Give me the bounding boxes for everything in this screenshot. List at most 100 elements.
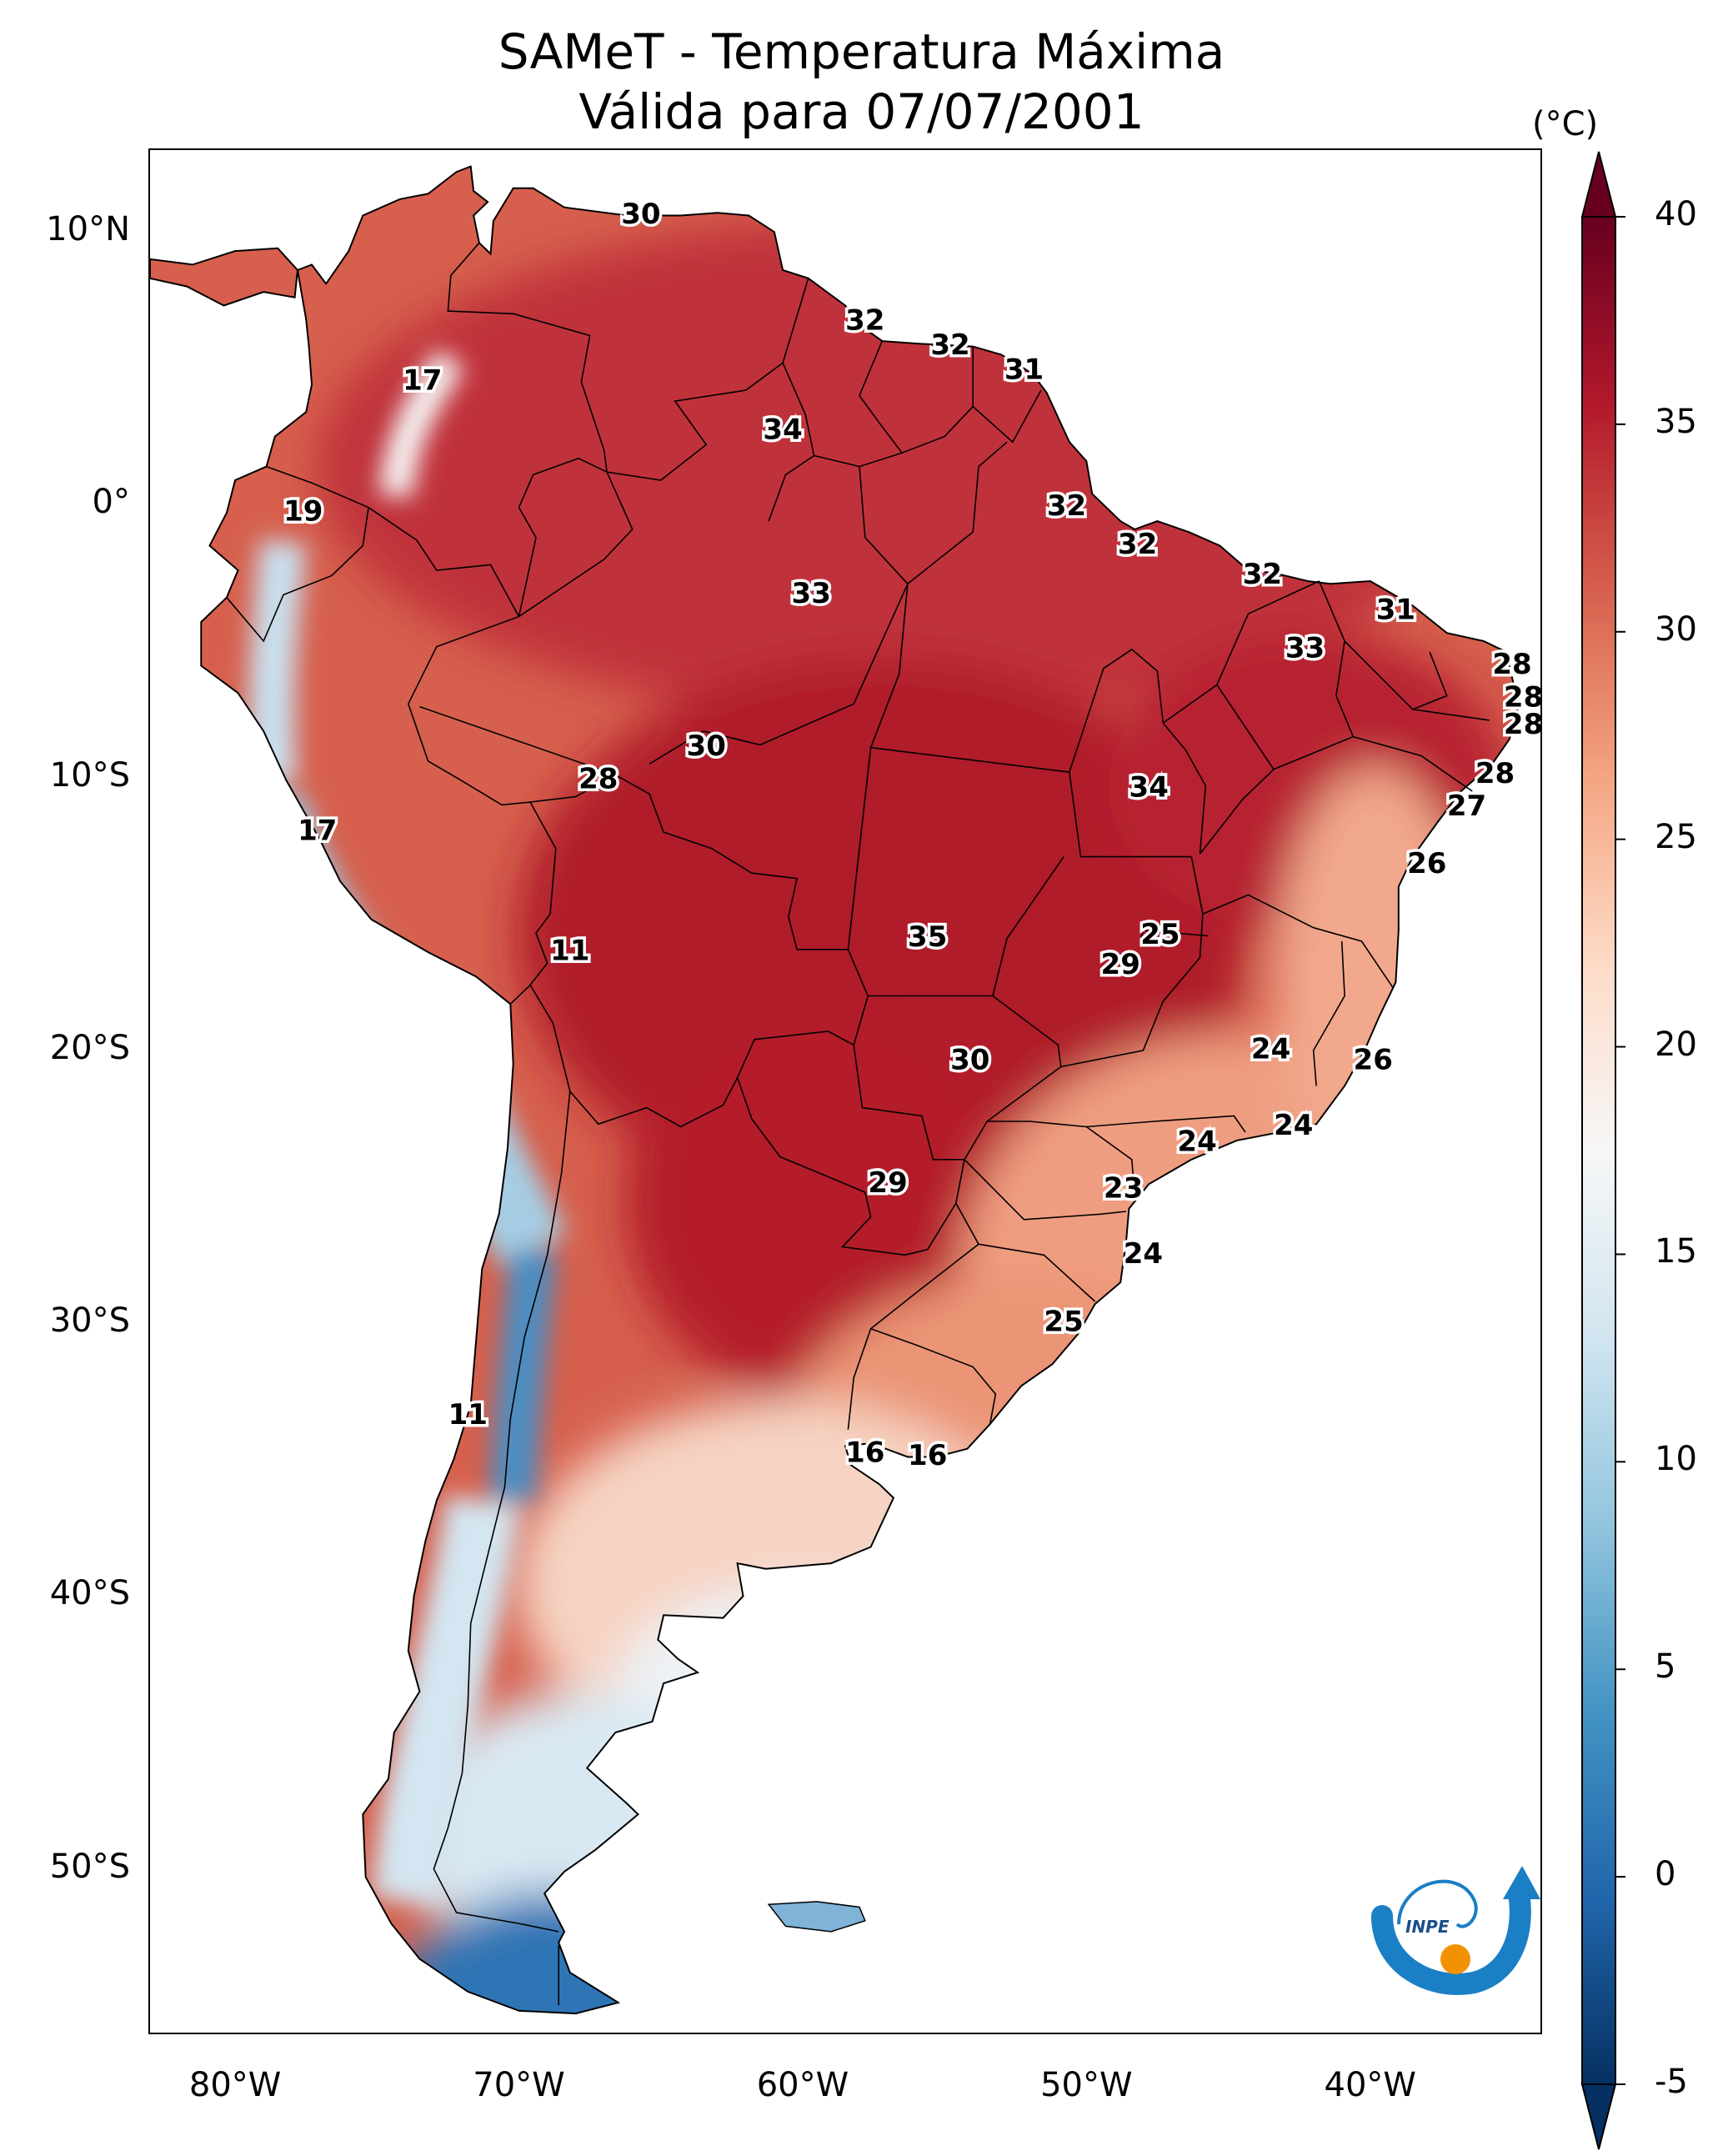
border-line [964,1159,1127,1221]
border-line [768,454,815,522]
border-line [447,242,608,473]
inpe-logo-orbit [1397,1879,1478,1928]
neutral-buenos-aires-zone [617,1584,1000,1784]
colorbar-tick-label: 15 [1655,1232,1697,1271]
contour-label: 11 [448,1398,488,1431]
colorbar-ticks [1615,216,1625,2085]
contour-label: 29 [868,1166,907,1200]
contour-label: 24 [1124,1237,1163,1271]
border-line [972,389,1042,444]
colorbar-top-extension [1580,151,1617,218]
contour-label: 27 [1447,790,1486,823]
contour-label: 34 [763,414,802,447]
contour-label: 11 [550,935,589,968]
andes-central-band [489,1248,557,1502]
border-line [1312,940,1345,1086]
country-borders [226,242,1490,2006]
contour-label: 31 [1376,594,1415,627]
border-line [847,1328,872,1430]
colorbar-tick-label: 20 [1655,1025,1697,1064]
contour-label: 32 [930,328,969,362]
colorbar-bottom-extension [1580,2083,1617,2150]
contour-label: 30 [621,198,660,231]
contour-label: 17 [298,815,337,848]
longitude-label: 50°W [1040,2066,1133,2104]
andes-ecuador-band [248,539,307,787]
falkland-islands-shape [767,1901,866,1933]
contour-label: 32 [1243,558,1282,591]
border-line [1069,648,1207,855]
contour-label: 28 [1504,680,1540,714]
border-line [736,1045,965,1256]
title-line-2: Válida para 07/07/2001 [579,83,1144,140]
border-line [870,1327,997,1425]
latitude-label: 10°N [46,210,130,249]
border-line [847,747,872,950]
latitude-label: 0° [92,483,130,522]
border-line [649,466,909,765]
border-line [1060,914,1204,1068]
contour-label: 32 [1047,489,1086,523]
contour-label: 25 [1140,918,1180,951]
colorbar-tick-label: 5 [1655,1647,1676,1687]
contour-label: 26 [1354,1044,1393,1077]
longitude-label: 70°W [473,2066,565,2104]
border-line [992,856,1064,996]
colorbar-tick-label: 30 [1655,609,1697,649]
contour-label: 31 [1004,353,1044,387]
contour-label: 33 [1285,631,1325,664]
contour-label: 33 [792,577,831,610]
title-line-1: SAMeT - Temperatura Máxima [498,23,1225,80]
temperature-field [201,166,1518,2014]
longitude-label: 80°W [188,2066,282,2104]
contour-label: 19 [283,495,323,529]
temperature-gradient-layers [317,217,1509,2014]
map-title: SAMeT - Temperatura Máxima Válida para 0… [0,22,1723,142]
contour-label: 32 [845,304,884,338]
border-line [868,995,1062,1161]
border-line [1353,735,1473,792]
border-line [1139,930,1209,945]
border-line [1085,1126,1135,1196]
colorbar-body [1581,216,1616,2085]
colorbar [1580,151,1625,2150]
border-line [1412,651,1448,710]
border-line [518,471,634,618]
contour-label: 24 [1274,1109,1313,1142]
contour-label: 28 [579,762,618,795]
border-line [509,801,557,1005]
contour-label: 28 [1475,757,1515,790]
border-line [859,340,974,454]
contour-label: 25 [1044,1306,1083,1339]
latitude-label: 50°S [49,1847,130,1886]
longitude-label: 40°W [1324,2066,1416,2104]
contour-label: 24 [1177,1126,1216,1159]
contour-label: 32 [1118,528,1157,561]
border-line [978,1243,1096,1302]
latitude-label: 30°S [49,1301,130,1341]
colorbar-tick-label: 10 [1655,1440,1697,1479]
andes-chile-band [371,1495,521,1905]
colorbar-tick-label: 40 [1655,195,1697,233]
contour-label: 23 [1104,1171,1143,1205]
colorbar-unit: (°C) [1532,105,1599,143]
colorbar-tick-label: 0 [1655,1855,1676,1894]
border-line [869,584,1192,858]
inpe-logo-sun [1440,1944,1470,1974]
border-line [870,1202,980,1330]
contour-label: 17 [403,364,442,398]
contour-label: 16 [908,1439,947,1472]
inpe-logo-wordmark: INPE [1405,1917,1450,1937]
border-line [1199,684,1275,855]
border-line [433,1091,571,1933]
border-line [1273,580,1355,770]
falkland-islands [767,1901,866,1933]
contour-label: 30 [950,1044,989,1077]
contour-label: 29 [1101,948,1140,981]
colorbar-tick-label: 35 [1655,402,1697,441]
contour-label: 26 [1407,847,1446,880]
map-panel: 30 32 32 31 17 34 19 32 32 32 33 31 33 28 28 28 30 28 28 34… [148,148,1542,2034]
andes-north-band [379,349,465,498]
contour-label: 24 [1251,1032,1290,1065]
